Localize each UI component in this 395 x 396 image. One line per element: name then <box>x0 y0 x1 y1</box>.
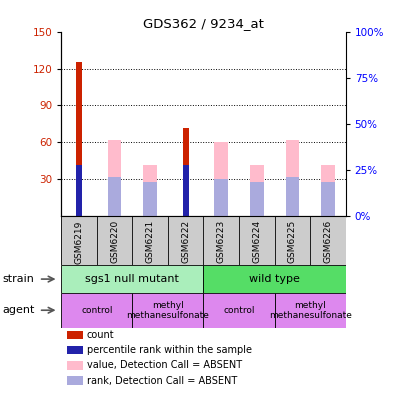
Bar <box>250 165 263 216</box>
Text: count: count <box>87 330 115 340</box>
Bar <box>61 265 203 293</box>
Text: value, Detection Call = ABSENT: value, Detection Call = ABSENT <box>87 360 242 370</box>
Bar <box>321 165 335 216</box>
Text: agent: agent <box>2 305 34 315</box>
Bar <box>67 331 83 339</box>
Bar <box>61 293 132 327</box>
Bar <box>143 182 157 216</box>
Bar <box>214 179 228 216</box>
Bar <box>67 346 83 354</box>
Text: strain: strain <box>2 274 34 284</box>
Text: GSM6221: GSM6221 <box>146 220 154 263</box>
Text: sgs1 null mutant: sgs1 null mutant <box>85 274 179 284</box>
Text: control: control <box>223 306 255 315</box>
Title: GDS362 / 9234_at: GDS362 / 9234_at <box>143 17 264 30</box>
Bar <box>76 63 82 216</box>
Bar <box>182 128 189 216</box>
Text: GSM6219: GSM6219 <box>75 220 83 263</box>
Bar <box>321 182 335 216</box>
Bar <box>286 177 299 216</box>
Bar <box>132 293 203 327</box>
Bar <box>203 293 275 327</box>
Bar <box>108 140 121 216</box>
Bar <box>143 165 157 216</box>
Bar <box>214 143 228 216</box>
Bar <box>203 265 346 293</box>
Text: GSM6223: GSM6223 <box>217 220 226 263</box>
Text: control: control <box>81 306 113 315</box>
Bar <box>67 376 83 385</box>
Text: GSM6222: GSM6222 <box>181 220 190 263</box>
Bar <box>250 182 263 216</box>
Text: GSM6226: GSM6226 <box>324 220 332 263</box>
Text: methyl
methanesulfonate: methyl methanesulfonate <box>269 301 352 320</box>
Text: GSM6224: GSM6224 <box>252 220 261 263</box>
Text: GSM6225: GSM6225 <box>288 220 297 263</box>
Bar <box>67 361 83 369</box>
Bar <box>76 165 82 216</box>
Bar <box>182 165 189 216</box>
Text: methyl
methanesulfonate: methyl methanesulfonate <box>126 301 209 320</box>
Bar <box>275 293 346 327</box>
Text: GSM6220: GSM6220 <box>110 220 119 263</box>
Text: wild type: wild type <box>249 274 300 284</box>
Bar <box>286 140 299 216</box>
Text: rank, Detection Call = ABSENT: rank, Detection Call = ABSENT <box>87 375 237 386</box>
Text: percentile rank within the sample: percentile rank within the sample <box>87 345 252 355</box>
Bar <box>108 177 121 216</box>
